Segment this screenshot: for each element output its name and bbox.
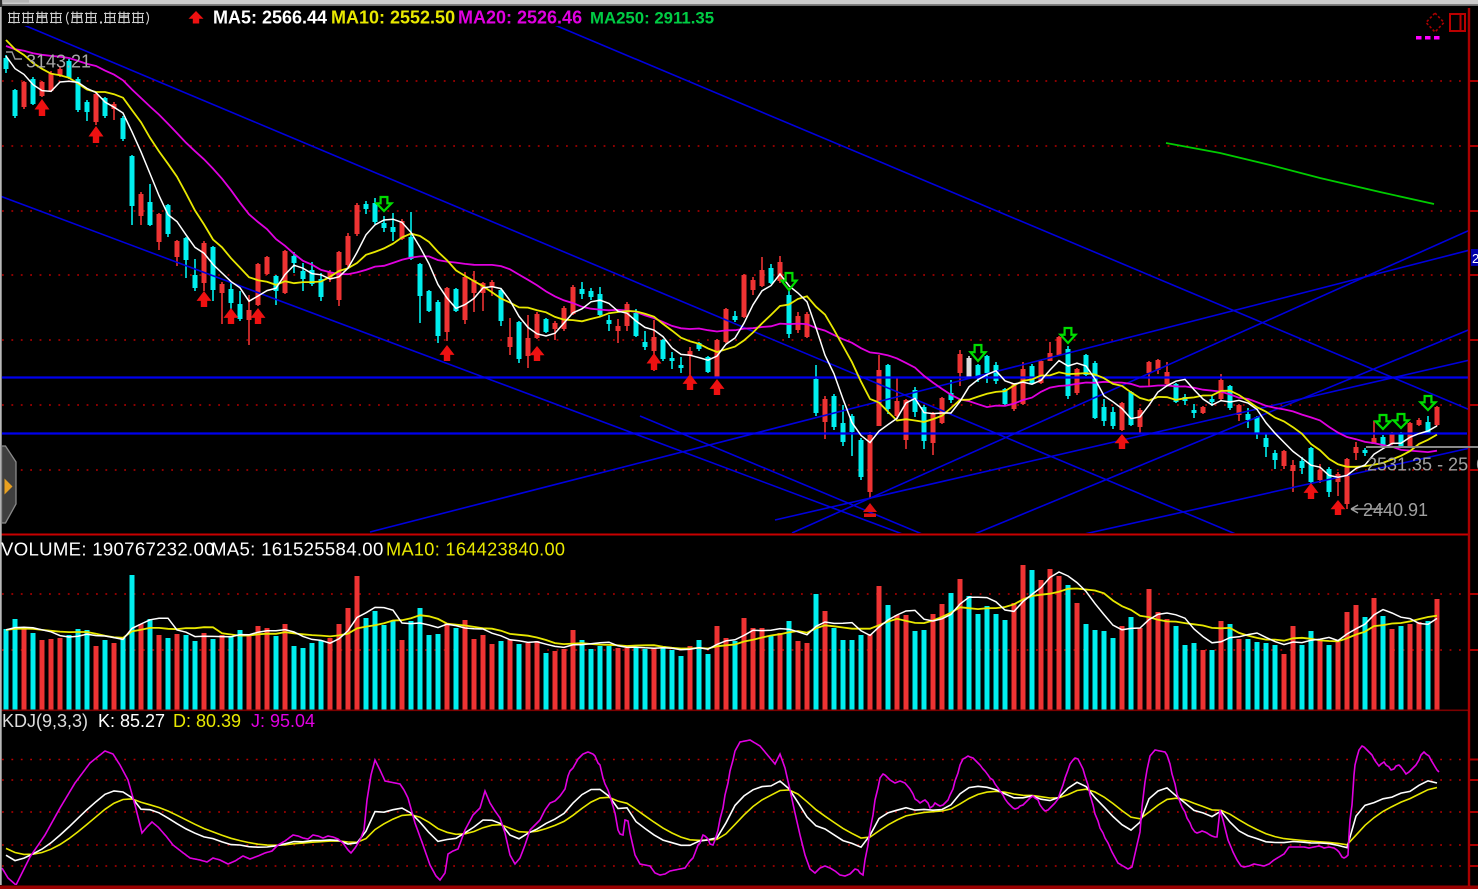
svg-text:6: 6 [1476,455,1478,475]
svg-text:J: 95.04: J: 95.04 [251,711,315,731]
svg-text:MA10: 164423840.00: MA10: 164423840.00 [386,540,565,560]
svg-text:MA10: 2552.50: MA10: 2552.50 [331,8,455,28]
svg-text:2: 2 [1472,251,1478,266]
svg-text:MA20: 2526.46: MA20: 2526.46 [458,8,582,28]
svg-text:KDJ(9,3,3): KDJ(9,3,3) [2,711,88,731]
svg-text:MA250: 2911.35: MA250: 2911.35 [590,9,714,28]
svg-text:2531.35 - 25: 2531.35 - 25 [1367,455,1468,475]
svg-text:K: 85.27: K: 85.27 [98,711,165,731]
svg-text:VOLUME: 190767232.00: VOLUME: 190767232.00 [1,539,215,560]
svg-text:3143.21: 3143.21 [26,52,91,72]
svg-text:D: 80.39: D: 80.39 [173,711,241,731]
svg-text:2440.91: 2440.91 [1363,500,1428,520]
svg-text:MA5: 161525584.00: MA5: 161525584.00 [211,539,384,560]
svg-text:MA5: 2566.44: MA5: 2566.44 [213,8,327,28]
